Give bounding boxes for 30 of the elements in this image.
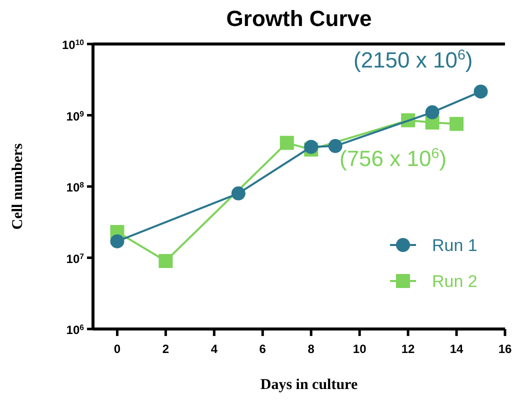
chart-title: Growth Curve [226, 6, 372, 31]
point [425, 105, 440, 120]
point [450, 116, 464, 131]
legend-label: Run 2 [432, 272, 478, 291]
x-tick-label: 6 [259, 342, 266, 356]
x-tick-label: 10 [352, 342, 367, 356]
x-tick-label: 0 [114, 342, 121, 356]
y-tick-label: 10$^{7}$ [66, 251, 84, 266]
point [158, 254, 173, 268]
x-tick-label: 12 [401, 342, 416, 356]
point [474, 84, 488, 99]
x-tick-label: 4 [210, 342, 218, 356]
y-tick-label: 10$^{8}$ [66, 180, 85, 194]
annotation: (2150 x 10$^{6}$) [354, 48, 473, 73]
x-tick-label: 2 [162, 342, 170, 356]
point [280, 136, 294, 150]
x-tick-label: 8 [308, 342, 315, 356]
y-tick-label: 10$^{10}$ [62, 38, 85, 52]
y-tick-label: 10$^{6}$ [66, 322, 85, 337]
y-axis-title: Cell numbers [10, 143, 26, 230]
point [304, 140, 318, 154]
legend-label: Run 1 [432, 236, 478, 255]
x-tick-label: 14 [450, 342, 464, 356]
point [328, 139, 342, 154]
x-axis-title: Days in culture [260, 377, 358, 393]
x-tick-label: 16 [498, 342, 512, 356]
annotation: (756 x 10$^{6}$) [340, 146, 447, 171]
point [110, 234, 124, 248]
point [231, 186, 246, 200]
y-tick-label: 10$^{9}$ [66, 108, 85, 124]
